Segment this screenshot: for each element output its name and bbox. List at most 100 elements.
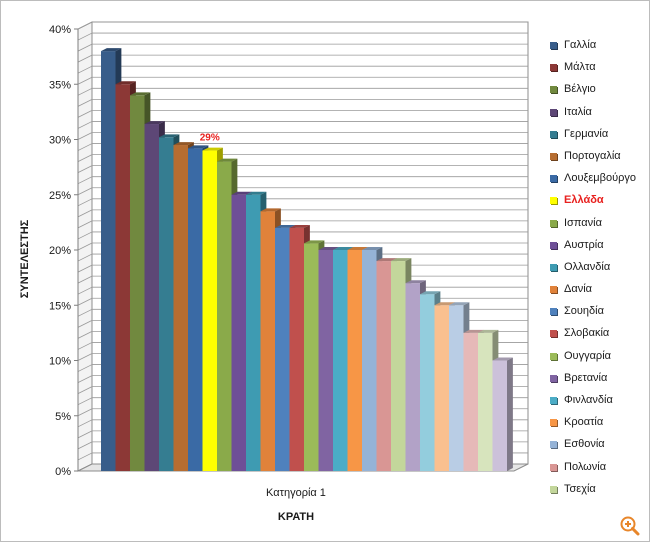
- legend-item: Ουγγαρία: [550, 348, 646, 370]
- legend-label: Πορτογαλία: [564, 149, 621, 162]
- legend-swatch: [550, 175, 557, 183]
- gridline: [77, 297, 93, 306]
- legend-label: Λουξεμβούργο: [564, 172, 636, 185]
- bar-top: [420, 291, 441, 295]
- bar-top: [130, 92, 151, 96]
- bar-front: [463, 332, 478, 471]
- legend: Γαλλία Μάλτα Βέλγιο Ιταλία Γερμανία Πορτογαλί…: [550, 37, 646, 503]
- gridline: [77, 98, 93, 107]
- bar-front: [405, 283, 420, 471]
- gridline: [77, 21, 93, 30]
- legend-item: Τσεχία: [550, 481, 646, 503]
- legend-item: Πολωνία: [550, 459, 646, 481]
- legend-item: Ολλανδία: [550, 259, 646, 281]
- bar-front: [420, 294, 435, 471]
- bar-top: [217, 158, 238, 162]
- bar-top: [318, 247, 339, 250]
- gridline: [77, 419, 93, 428]
- data-labels: 29%: [200, 133, 220, 144]
- gridline: [77, 43, 93, 52]
- bar-top: [101, 48, 122, 52]
- gridline: [77, 198, 93, 207]
- gridline: [77, 308, 93, 317]
- legend-swatch: [550, 397, 557, 404]
- legend-item: Μάλτα: [550, 59, 646, 81]
- legend-item: Λουξεμβούργο: [550, 170, 646, 192]
- bar-front: [391, 261, 406, 471]
- legend-label: Μάλτα: [564, 61, 596, 74]
- legend-swatch: [550, 64, 557, 72]
- legend-item: Βέλγιο: [550, 81, 646, 103]
- legend-swatch: [550, 130, 557, 138]
- bar-top: [362, 247, 383, 250]
- bar-front: [347, 250, 362, 471]
- gridline: [77, 76, 93, 85]
- legend-item: Φινλανδία: [550, 392, 646, 414]
- gridline: [77, 132, 93, 140]
- bar-front: [362, 250, 377, 471]
- y-axis-title: ΣΥΝΤΕΛΕΣΤΗΣ: [19, 219, 31, 298]
- bar-top: [289, 224, 310, 228]
- bar-front: [246, 194, 261, 471]
- bar-series: [101, 48, 513, 472]
- legend-label: Αυστρία: [564, 238, 604, 251]
- legend-swatch: [550, 485, 557, 493]
- gridline: [77, 353, 93, 361]
- gridline: [77, 220, 93, 229]
- legend-item: Κροατία: [550, 414, 646, 436]
- legend-swatch: [550, 42, 557, 49]
- gridline: [77, 253, 93, 262]
- legend-label: Γερμανία: [564, 127, 609, 140]
- bar-front: [289, 227, 304, 471]
- gridline: [77, 286, 93, 295]
- y-tick-label: 10%: [49, 356, 71, 368]
- bar-front: [275, 227, 290, 471]
- zoom-in-icon: [620, 516, 640, 536]
- bar-front: [492, 360, 507, 471]
- gridline: [77, 209, 93, 218]
- x-axis-title: ΚΡΑΤΗ: [278, 511, 314, 523]
- legend-label: Φινλανδία: [564, 394, 613, 406]
- bar-top: [391, 258, 412, 262]
- data-label-highlight: 29%: [200, 133, 220, 144]
- legend-swatch: [550, 419, 557, 427]
- zoom-in-button[interactable]: [619, 515, 641, 537]
- legend-label: Ιταλία: [564, 105, 592, 118]
- y-tick-label: 35%: [49, 79, 71, 91]
- legend-swatch: [550, 330, 557, 338]
- legend-item: Ελλάδα: [550, 192, 646, 214]
- legend-label: Ελλάδα: [564, 194, 604, 207]
- gridline: [77, 275, 93, 284]
- legend-item: Σουηδία: [550, 303, 646, 325]
- gridline: [77, 110, 93, 118]
- bar-top: [144, 121, 165, 125]
- gridline: [77, 165, 93, 174]
- gridline: [77, 32, 93, 41]
- bar-side: [507, 357, 513, 471]
- bar-top: [275, 224, 296, 228]
- legend-swatch: [550, 374, 557, 382]
- bar-front: [188, 148, 203, 471]
- bar-front: [173, 145, 188, 471]
- legend-item: Ιταλία: [550, 104, 646, 126]
- gridline: [77, 430, 93, 439]
- gridline: [77, 397, 93, 406]
- legend-label: Σλοβακία: [564, 327, 610, 340]
- legend-item: Γαλλία: [550, 37, 646, 59]
- gridline: [77, 331, 93, 339]
- legend-label: Δανία: [564, 283, 593, 296]
- gridline: [77, 375, 93, 383]
- legend-item: Αυστρία: [550, 237, 646, 259]
- gridline: [77, 264, 93, 273]
- y-axis-ticks: 0% 5% 10% 15% 20% 25% 30% 35% 40%: [49, 24, 79, 478]
- x-tick-label: Κατηγορία 1: [266, 487, 326, 499]
- bar: [492, 357, 513, 471]
- gridline: [77, 242, 93, 251]
- bar-top: [449, 302, 470, 306]
- bar-top: [231, 191, 252, 195]
- legend-label: Βέλγιο: [564, 83, 596, 96]
- legend-label: Σουηδία: [564, 305, 604, 318]
- legend-item: Εσθονία: [550, 436, 646, 458]
- legend-item: Γερμανία: [550, 126, 646, 148]
